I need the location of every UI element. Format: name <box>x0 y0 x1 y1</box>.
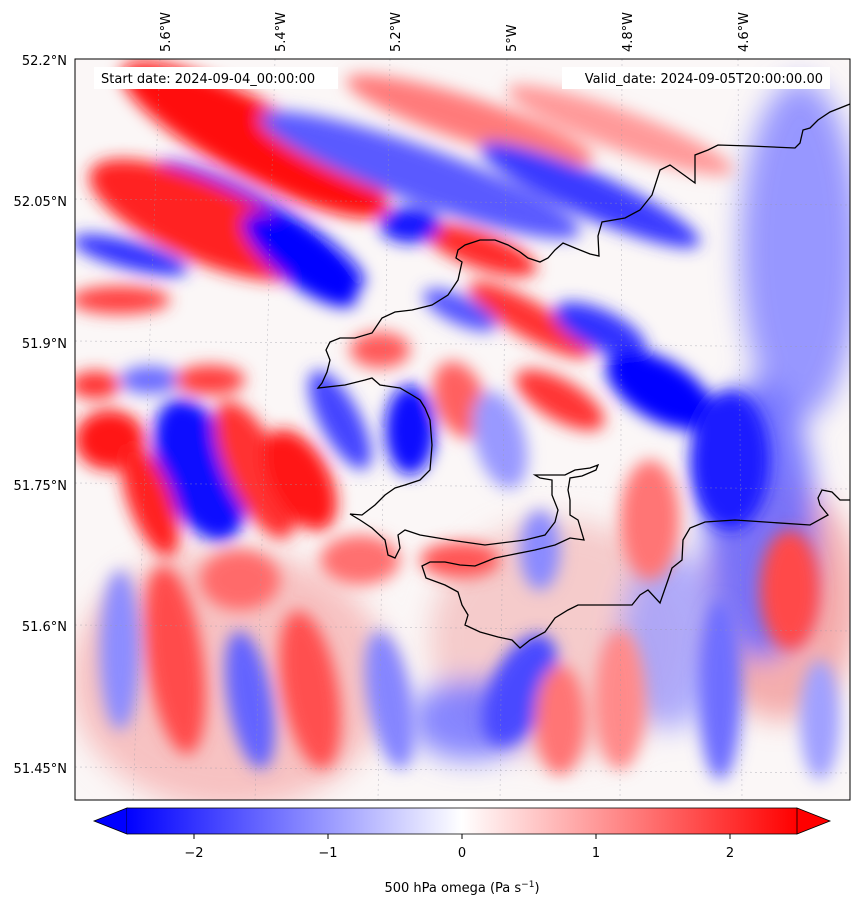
start-date-label: Start date: 2024-09-04_00:00:00 <box>101 72 315 87</box>
lat-tick-label: 52.05°N <box>14 195 67 210</box>
colorbar-title: 500 hPa omega (Pa s−1) <box>384 880 539 896</box>
colorbar-extend-max <box>796 807 832 835</box>
colorbar-tick-label: −2 <box>184 846 203 861</box>
lon-tick-label: 5.6°W <box>159 12 174 52</box>
start-date-box <box>94 67 338 89</box>
colorbar-extend-min <box>92 807 128 835</box>
colorbar-tick-label: 0 <box>458 846 466 861</box>
valid-date-box <box>562 67 830 89</box>
colorbar-tick-label: −1 <box>318 846 337 861</box>
valid-date-label: Valid_date: 2024-09-05T20:00:00.00 <box>585 72 823 87</box>
lon-tick-label: 4.6°W <box>737 12 752 52</box>
map-frame <box>74 58 851 801</box>
colorbar-tick-label: 1 <box>592 846 600 861</box>
colorbar-body <box>127 808 797 834</box>
omega-field <box>75 59 850 800</box>
latitude-labels: 52.2°N 52.05°N 51.9°N 51.75°N 51.6°N 51.… <box>14 54 67 777</box>
colorbar: −2 −1 0 1 2 500 hPa omega (Pa s−1) <box>92 807 832 896</box>
lon-tick-label: 5°W <box>505 24 520 52</box>
longitude-labels: 5.6°W 5.4°W 5.2°W 5°W 4.8°W 4.6°W <box>159 12 752 52</box>
lat-tick-label: 51.45°N <box>14 762 67 777</box>
lat-tick-label: 52.2°N <box>22 54 67 69</box>
lon-tick-label: 5.4°W <box>274 12 289 52</box>
lat-tick-label: 51.9°N <box>22 337 67 352</box>
lat-tick-label: 51.75°N <box>14 479 67 494</box>
lat-tick-label: 51.6°N <box>22 620 67 635</box>
lon-tick-label: 5.2°W <box>389 12 404 52</box>
coastline <box>316 103 850 649</box>
lon-tick-label: 4.8°W <box>621 12 636 52</box>
colorbar-tick-label: 2 <box>726 846 734 861</box>
